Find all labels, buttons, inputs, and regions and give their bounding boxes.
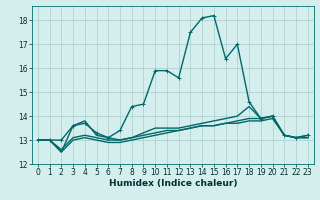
X-axis label: Humidex (Indice chaleur): Humidex (Indice chaleur) xyxy=(108,179,237,188)
